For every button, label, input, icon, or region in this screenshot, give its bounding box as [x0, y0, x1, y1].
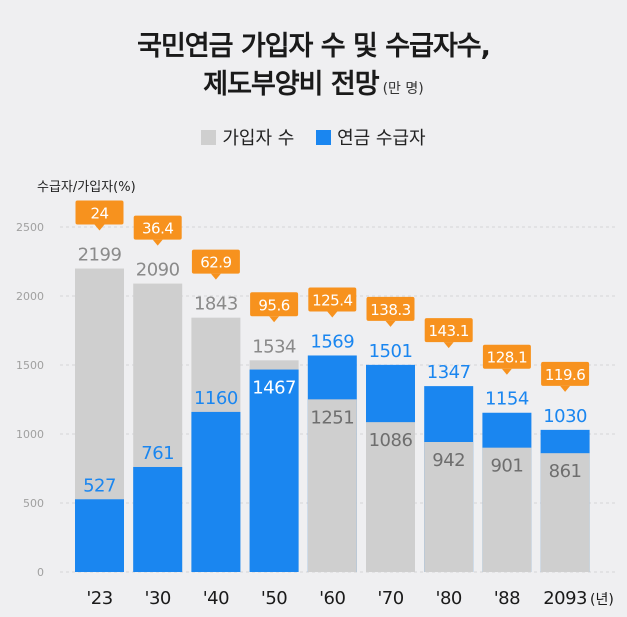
- chart-legend: 가입자 수 연금 수급자: [0, 124, 627, 150]
- y-tick-label: 500: [23, 497, 44, 510]
- y-tick-label: 2000: [16, 290, 44, 303]
- legend-swatch-subscriber: [201, 130, 217, 145]
- y-tick-label: 2500: [16, 221, 44, 234]
- chart-title-line1: 국민연금 가입자 수 및 수급자수,: [137, 31, 491, 62]
- label-recipient: 1030: [543, 406, 587, 427]
- legend-item-recipient: 연금 수급자: [316, 124, 426, 150]
- x-tick-label: '50: [261, 588, 287, 609]
- ratio-box-pointer: [94, 224, 105, 231]
- ratio-box-pointer: [501, 368, 512, 375]
- ratio-label: 62.9: [200, 254, 231, 272]
- label-subscriber: 861: [549, 461, 582, 482]
- x-tick-label: '40: [203, 588, 229, 609]
- y-tick-label: 1000: [16, 428, 44, 441]
- bar-recipient: [133, 466, 183, 572]
- label-subscriber: 2090: [136, 260, 180, 281]
- chart-title-unit: (만 명): [382, 81, 424, 97]
- bar-recipient: [249, 369, 299, 572]
- bar-recipient: [75, 499, 124, 572]
- chart-title-line2: 제도부양비 전망 (만 명): [0, 62, 627, 101]
- ratio-box: [366, 296, 415, 321]
- legend-label-recipient: 연금 수급자: [337, 128, 426, 149]
- legend-swatch-recipient: [316, 130, 332, 145]
- label-subscriber: 1251: [310, 407, 354, 428]
- bar-subscriber: [424, 442, 474, 572]
- legend-label-subscriber: 가입자 수: [222, 128, 295, 149]
- ratio-label: 128.1: [487, 349, 527, 367]
- chart-title-main: 제도부양비 전망: [203, 69, 379, 100]
- y-tick-label: 0: [37, 566, 44, 579]
- x-axis-unit: (년): [590, 592, 614, 608]
- label-recipient: 1569: [310, 331, 354, 352]
- label-recipient: 1501: [369, 341, 413, 362]
- bar-subscriber: [307, 399, 357, 572]
- label-subscriber: 1534: [252, 336, 296, 357]
- ratio-box-pointer: [385, 320, 396, 327]
- label-recipient: 1154: [485, 389, 529, 410]
- label-subscriber: 1086: [369, 430, 413, 451]
- label-subscriber: 1843: [194, 294, 238, 315]
- label-subscriber: 901: [490, 456, 523, 477]
- ratio-box: [541, 361, 590, 386]
- label-recipient: 1467: [252, 378, 296, 399]
- ratio-label: 24: [90, 205, 108, 223]
- label-recipient: 527: [83, 475, 116, 496]
- ratio-label: 36.4: [142, 220, 173, 238]
- x-tick-label: '30: [145, 588, 171, 609]
- x-tick-label: '80: [436, 588, 462, 609]
- ratio-box: [191, 249, 240, 274]
- y-tick-label: 1500: [16, 359, 44, 372]
- ratio-box: [75, 200, 124, 225]
- x-tick-label: '23: [86, 588, 112, 609]
- label-subscriber: 2199: [78, 245, 122, 266]
- ratio-box: [308, 287, 357, 312]
- ratio-box-pointer: [210, 273, 221, 280]
- bar-subscriber: [482, 447, 532, 572]
- x-tick-label: '88: [494, 588, 520, 609]
- ratio-box: [133, 215, 182, 240]
- ratio-box-pointer: [327, 311, 338, 318]
- ratio-label: 138.3: [370, 301, 410, 319]
- ratio-label: 119.6: [545, 366, 585, 384]
- ratio-box: [482, 344, 531, 369]
- ratio-box-pointer: [152, 239, 163, 246]
- bar-subscriber: [366, 422, 415, 572]
- label-recipient: 1347: [427, 362, 471, 383]
- label-recipient: 761: [141, 443, 174, 464]
- ratio-label: 125.4: [312, 291, 352, 309]
- x-tick-label: '60: [319, 588, 345, 609]
- x-tick-label: '70: [377, 588, 403, 609]
- bar-recipient: [191, 411, 241, 572]
- bar-subscriber: [540, 453, 590, 572]
- ratio-box-pointer: [269, 316, 280, 323]
- label-subscriber: 942: [432, 450, 465, 471]
- ratio-box-pointer: [560, 385, 571, 392]
- ratio-box-pointer: [443, 342, 454, 349]
- ratio-label: 143.1: [428, 322, 468, 340]
- y-axis-label: 수급자/가입자(%): [37, 180, 136, 195]
- ratio-box: [424, 318, 473, 343]
- legend-item-subscriber: 가입자 수: [201, 124, 294, 150]
- label-recipient: 1160: [194, 388, 238, 409]
- x-tick-label: 2093: [543, 588, 587, 609]
- ratio-box: [250, 292, 299, 317]
- ratio-label: 95.6: [258, 296, 289, 314]
